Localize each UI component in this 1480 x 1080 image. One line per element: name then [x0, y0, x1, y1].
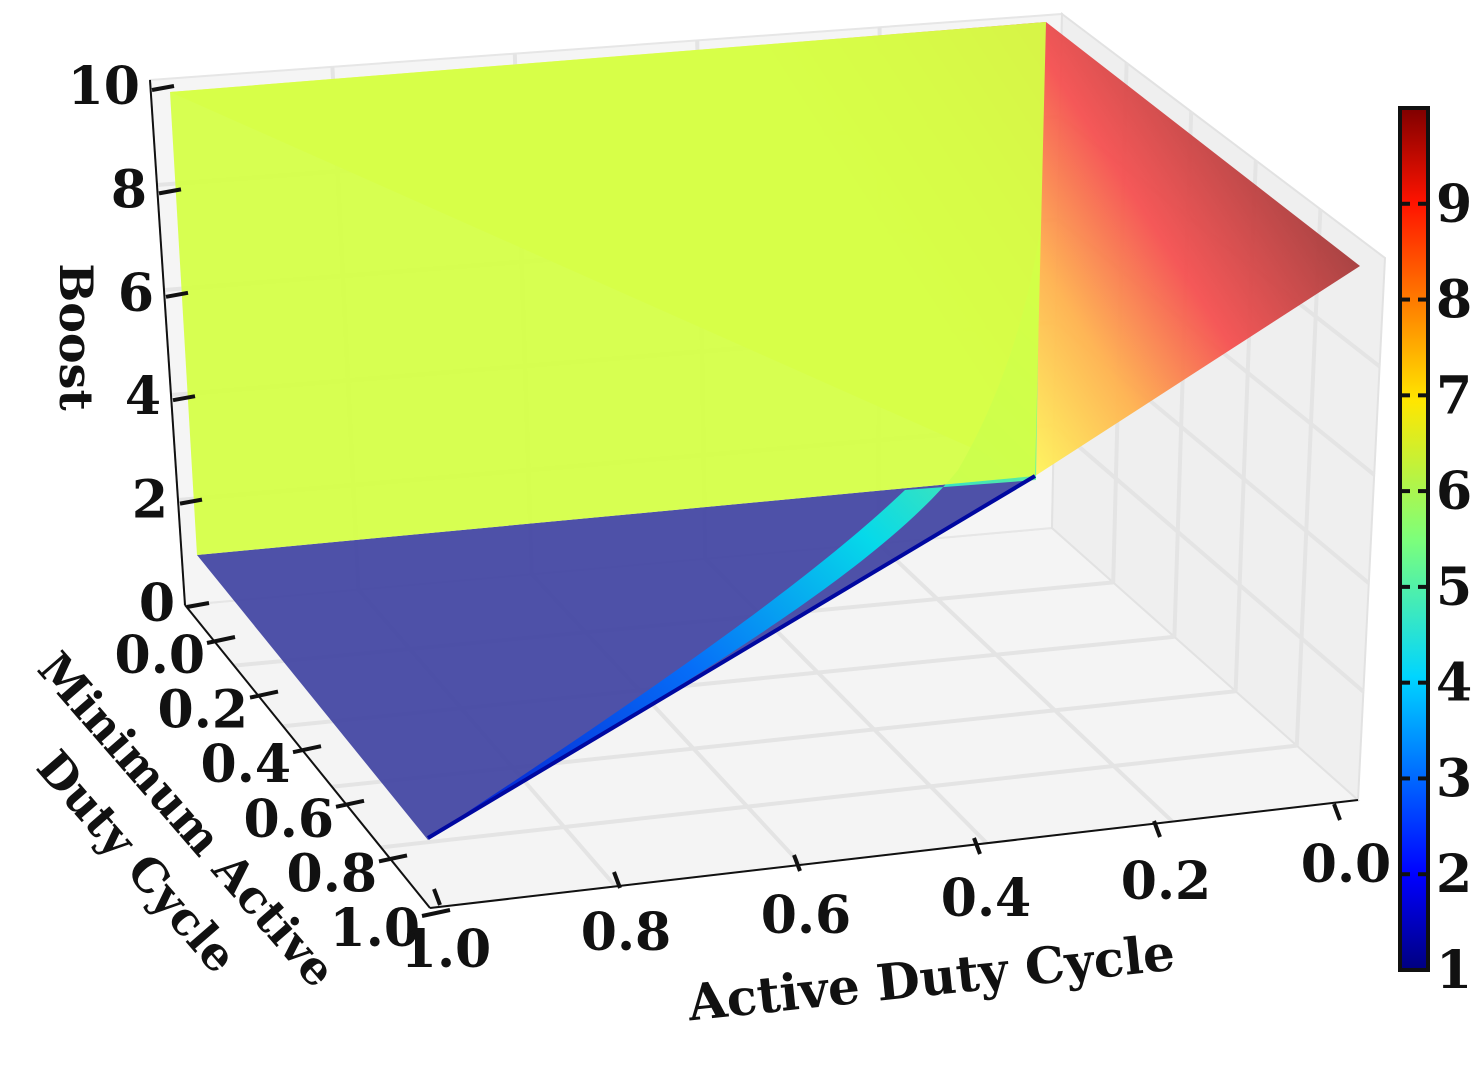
z-axis-title: Boost — [49, 263, 103, 411]
surface-edge — [426, 474, 1037, 840]
z-tick-label: 6 — [118, 263, 154, 324]
colorbar-tick-label: 8 — [1436, 270, 1472, 331]
x-tick-mark — [972, 837, 982, 855]
x-tick-mark — [432, 888, 442, 906]
z-tick-label: 2 — [132, 470, 168, 531]
grid-line — [877, 541, 1174, 824]
z-tick-mark — [186, 601, 210, 609]
y-tick-mark — [206, 635, 236, 645]
colorbar-ticks: 1 2 3 4 5 6 7 8 9 — [1400, 174, 1472, 1001]
grid-line — [1052, 423, 1365, 694]
x-tick-mark — [1152, 820, 1162, 838]
grid-line — [380, 743, 1298, 850]
z-tick-mark — [172, 394, 196, 403]
colorbar-tick-label: 9 — [1436, 174, 1472, 235]
y-tick-mark — [421, 908, 451, 918]
x-tick-label: 1.0 — [401, 919, 491, 980]
colorbar-tick-label: 5 — [1436, 557, 1472, 618]
z-tick-label: 0 — [139, 573, 175, 634]
colorbar-tick-label: 2 — [1436, 844, 1472, 905]
x-tick-mark — [792, 854, 802, 872]
y-tick-label: 0.4 — [201, 734, 291, 795]
z-tick-mark — [179, 497, 203, 506]
colorbar-tick-label: 1 — [1436, 940, 1472, 1001]
surfaces — [170, 22, 1360, 840]
y-tick-label: 1.0 — [330, 898, 420, 959]
z-tick-label: 8 — [111, 159, 147, 220]
y-tick-mark — [292, 744, 322, 755]
y-tick-mark — [378, 853, 408, 864]
x-tick-label: 0.0 — [1301, 834, 1391, 895]
z-tick-mark — [165, 290, 189, 299]
grid-line — [1294, 209, 1323, 746]
y-tick-label: 0.0 — [115, 625, 205, 686]
x-axis-ticks: 1.0 0.8 0.6 0.4 0.2 0.0 — [401, 803, 1391, 980]
z-axis-ticks: 0 2 4 6 8 10 — [68, 56, 210, 634]
x-axis-title: Active Duty Cycle — [684, 923, 1177, 1033]
z-tick-label: 4 — [125, 366, 161, 427]
colorbar-tick-label: 3 — [1436, 748, 1472, 809]
colorbar — [1398, 106, 1430, 972]
colorbar-tick-label: 6 — [1436, 461, 1472, 522]
y-tick-mark — [249, 689, 279, 700]
y-axis-ticks: 0.00.20.40.60.81.0 — [115, 625, 451, 959]
x-tick-label: 0.4 — [941, 868, 1031, 929]
z-tick-label: 10 — [68, 56, 140, 117]
y-tick-mark — [335, 798, 365, 809]
x-tick-mark — [612, 871, 622, 889]
z-tick-mark — [151, 84, 175, 92]
y-tick-label: 0.6 — [244, 789, 334, 850]
x-tick-label: 0.6 — [761, 885, 851, 946]
y-tick-label: 0.2 — [158, 680, 248, 741]
x-tick-mark — [1332, 803, 1342, 821]
x-tick-label: 0.8 — [581, 902, 671, 963]
colorbar-tick-label: 4 — [1436, 653, 1472, 714]
colorbar-tick-label: 7 — [1436, 365, 1472, 426]
y-tick-label: 0.8 — [287, 843, 377, 904]
x-tick-label: 0.2 — [1121, 851, 1211, 912]
z-tick-mark — [158, 187, 182, 196]
surface-mid-boost — [170, 22, 1046, 555]
